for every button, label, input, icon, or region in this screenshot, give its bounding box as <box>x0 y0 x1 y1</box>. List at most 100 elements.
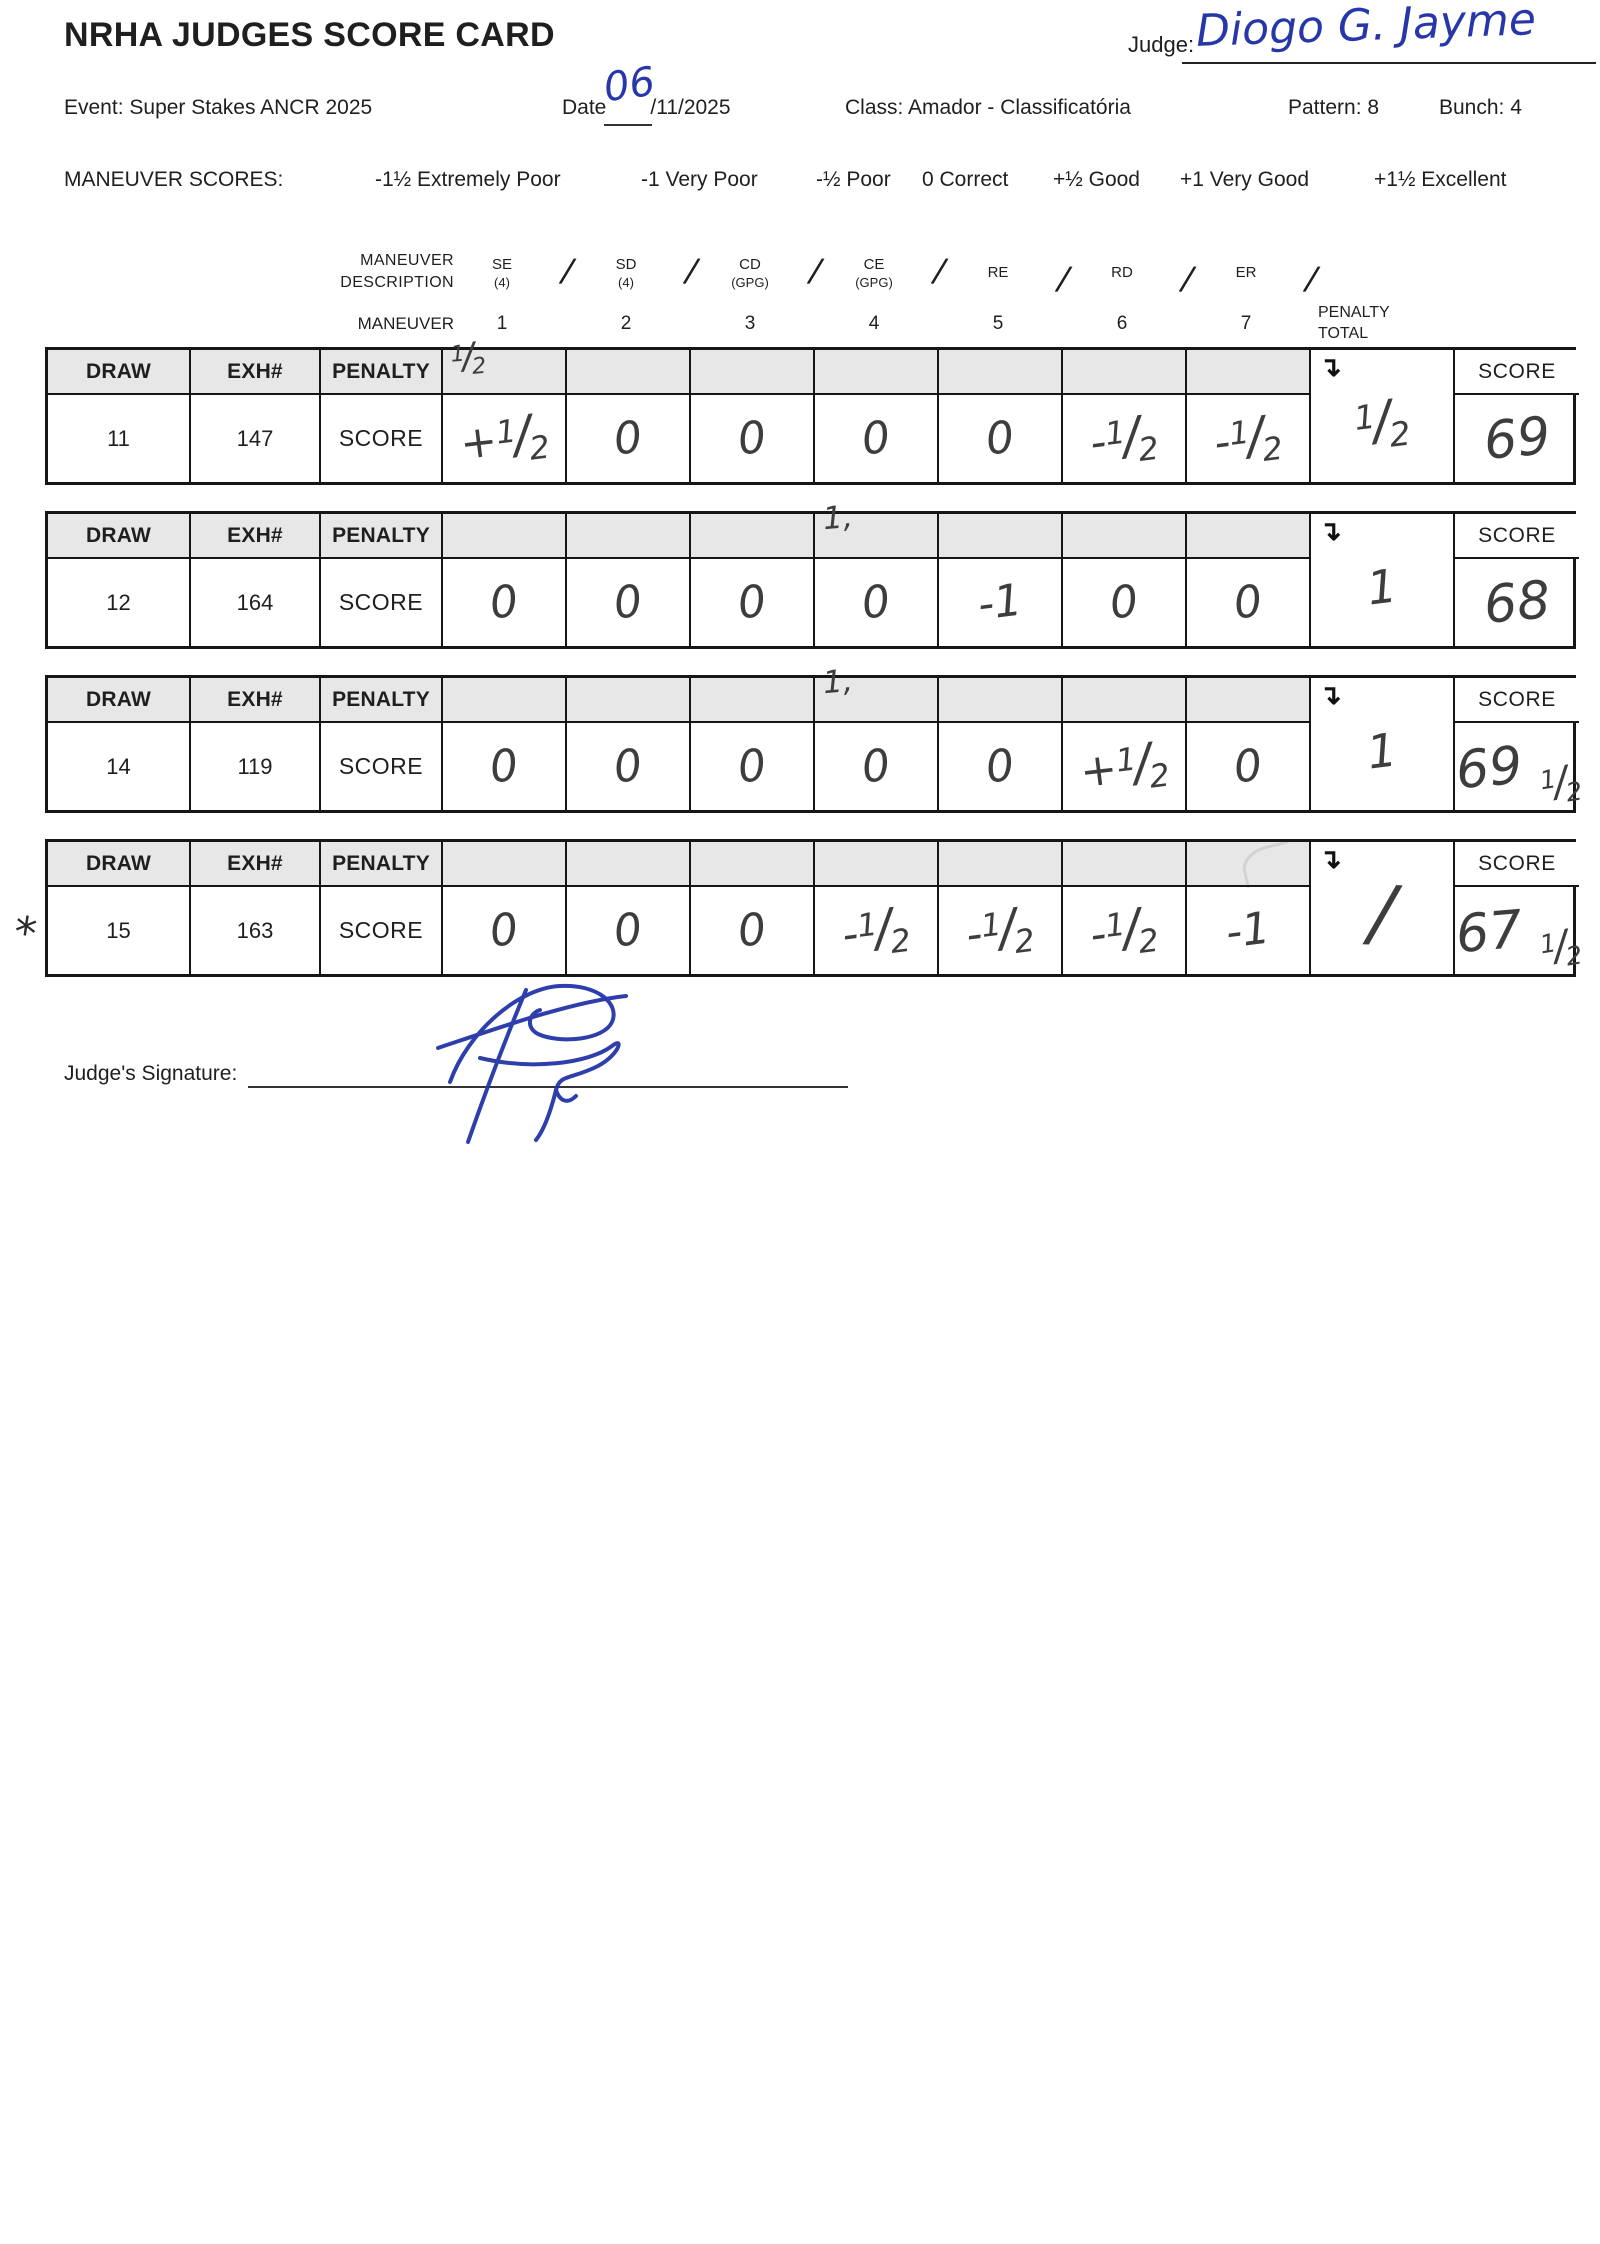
score-cell-m7: -1 <box>1187 887 1311 974</box>
score-handwriting: 0 <box>734 739 770 794</box>
penalty-total-header: PENALTY TOTAL <box>1318 304 1390 342</box>
judge-label: Judge: <box>1128 32 1195 57</box>
score-column-label: SCORE <box>1455 842 1579 887</box>
maneuver-number-5: 5 <box>992 313 1004 334</box>
score-column-label: SCORE <box>1455 678 1579 723</box>
event-value: Super Stakes ANCR 2025 <box>129 96 373 119</box>
penalty-cell-m7 <box>1187 514 1311 559</box>
penalty-header-cell: PENALTY <box>321 678 443 723</box>
event-field: Event: Super Stakes ANCR 2025 <box>64 96 372 120</box>
penalty-cell-m6 <box>1063 842 1187 887</box>
score-handwriting: -1/2 <box>1087 403 1162 475</box>
bunch-field: Bunch: 4 <box>1439 96 1522 120</box>
score-handwriting: 0 <box>858 575 894 630</box>
maneuver-number-6: 6 <box>1116 313 1128 334</box>
maneuver-scores-legend: MANEUVER SCORES: -1½ Extremely Poor -1 Ve… <box>0 168 1600 200</box>
maneuver-code-sd: SD (4) / <box>615 250 699 293</box>
score-cell-m1: 0 <box>443 723 567 810</box>
penalty-cell-m3 <box>691 350 815 395</box>
score-cell-m3: 0 <box>691 559 815 646</box>
score-block-draw-12: DRAW EXH# PENALTY 1, SCORE 12 164 SCORE 0 0 0 0 -1 0 0… <box>45 499 1579 649</box>
score-block-draw-11: DRAW EXH# PENALTY 1/2 SCORE 11 147 SCORE +1/2 0 0 0… <box>45 336 1579 485</box>
score-cell-m1: 0 <box>443 887 567 974</box>
legend-item-2: -½ Poor <box>816 168 891 191</box>
class-field: Class: Amador - Classificatória <box>845 96 1131 120</box>
draw-header-cell: DRAW <box>48 350 191 395</box>
maneuver-number-1: 1 <box>496 313 508 334</box>
maneuver-code-rd: RD / <box>1111 258 1195 301</box>
score-cell-m4: 0 <box>815 559 939 646</box>
score-cell-m5: 0 <box>939 723 1063 810</box>
penalty-cell-m5 <box>939 678 1063 723</box>
date-label: Date <box>562 96 607 119</box>
score-handwriting: -1 <box>1223 902 1273 959</box>
maneuver-description-row: MANEUVER DESCRIPTION SE (4) / SD (4) / CD (GPG)… <box>45 243 1576 301</box>
score-block-draw-14: DRAW EXH# PENALTY 1, SCORE 14 119 SCORE 0 0 0 0 0 +1/… <box>45 663 1584 813</box>
score-cell-m2: 0 <box>567 395 691 482</box>
down-arrow-icon: ↴ <box>1319 844 1342 874</box>
exh-value: 119 <box>191 723 321 810</box>
penalty-cell-m2 <box>567 350 691 395</box>
handwritten-fraction: 1/2 <box>1113 731 1172 796</box>
score-cell-m7: -1/2 <box>1187 395 1311 482</box>
score-cell-m3: 0 <box>691 887 815 974</box>
handwritten-fraction: 1/2 <box>1227 404 1286 469</box>
penalty-total-cell: ↴ 1 <box>1311 514 1455 646</box>
legend-item-6: +1½ Excellent <box>1374 168 1507 191</box>
penalty-total-handwriting: 1 <box>1364 722 1400 780</box>
penalty-cell-m7 <box>1187 840 1311 889</box>
class-label: Class: <box>845 96 904 119</box>
penalty-total-handwriting: 1 <box>1364 558 1400 616</box>
score-row-label: SCORE <box>321 887 443 974</box>
handwritten-fraction: 1/2 <box>493 403 552 468</box>
score-handwriting: +1/2 <box>456 401 552 475</box>
draw-value: 12 <box>48 559 191 646</box>
handwritten-fraction: 1/2 <box>1103 404 1162 469</box>
penalty-cell-m4 <box>815 350 939 395</box>
score-handwriting: -1/2 <box>1211 403 1286 475</box>
score-handwriting: -1/2 <box>839 895 914 967</box>
score-cell-m7: 0 <box>1187 723 1311 810</box>
handwritten-fraction: 1/2 <box>1537 756 1584 809</box>
maneuver-code-er: ER / <box>1235 258 1319 301</box>
legend-item-4: +½ Good <box>1053 168 1140 191</box>
date-printed: /11/2025 <box>650 96 731 119</box>
score-cell-m5: -1/2 <box>939 887 1063 974</box>
score-cell-m2: 0 <box>567 723 691 810</box>
penalty-handwriting: 1, <box>821 662 855 702</box>
date-field: Date/11/2025 <box>562 96 731 120</box>
penalty-cell-m7 <box>1187 678 1311 723</box>
score-cell-m6: -1/2 <box>1063 395 1187 482</box>
handwritten-fraction: 1/2 <box>979 896 1038 961</box>
draw-header-cell: DRAW <box>48 842 191 887</box>
maneuver-code-se: SE (4) / <box>491 250 575 293</box>
score-block-draw-15: DRAW EXH# PENALTY SCORE 15 163 SCORE 0 0 0 -1/2 -1/… <box>11 839 1584 977</box>
score-handwriting: 0 <box>858 739 894 794</box>
handwritten-fraction: 1/2 <box>1537 920 1584 973</box>
judge-signature-handwriting <box>436 983 628 1144</box>
score-value-cell: 69 <box>1455 395 1579 482</box>
score-column-label: SCORE <box>1455 514 1579 559</box>
score-handwriting: 0 <box>610 411 646 466</box>
bunch-value: 4 <box>1510 96 1522 119</box>
penalty-cell-m3 <box>691 842 815 887</box>
final-score-handwriting: 68 <box>1481 569 1553 636</box>
score-cell-m7: 0 <box>1187 559 1311 646</box>
penalty-total-cell: ↴ 1/2 <box>1311 350 1455 482</box>
score-row-label: SCORE <box>321 723 443 810</box>
legend-item-5: +1 Very Good <box>1180 168 1310 191</box>
signature-label: Judge's Signature: <box>64 1062 238 1085</box>
penalty-cell-m2 <box>567 514 691 559</box>
maneuver-description-label: MANEUVER DESCRIPTION <box>340 252 454 291</box>
penalty-total-cell: ↴ / <box>1311 842 1455 974</box>
exh-header-cell: EXH# <box>191 842 321 887</box>
penalty-cell-m3 <box>691 514 815 559</box>
penalty-cell-m4: 1, <box>815 499 939 559</box>
erased-mark <box>1238 840 1297 889</box>
penalty-header-cell: PENALTY <box>321 514 443 559</box>
event-label: Event: <box>64 96 124 119</box>
bunch-label: Bunch: <box>1439 96 1505 119</box>
score-cell-m3: 0 <box>691 395 815 482</box>
handwritten-fraction: 1/2 <box>1103 896 1162 961</box>
